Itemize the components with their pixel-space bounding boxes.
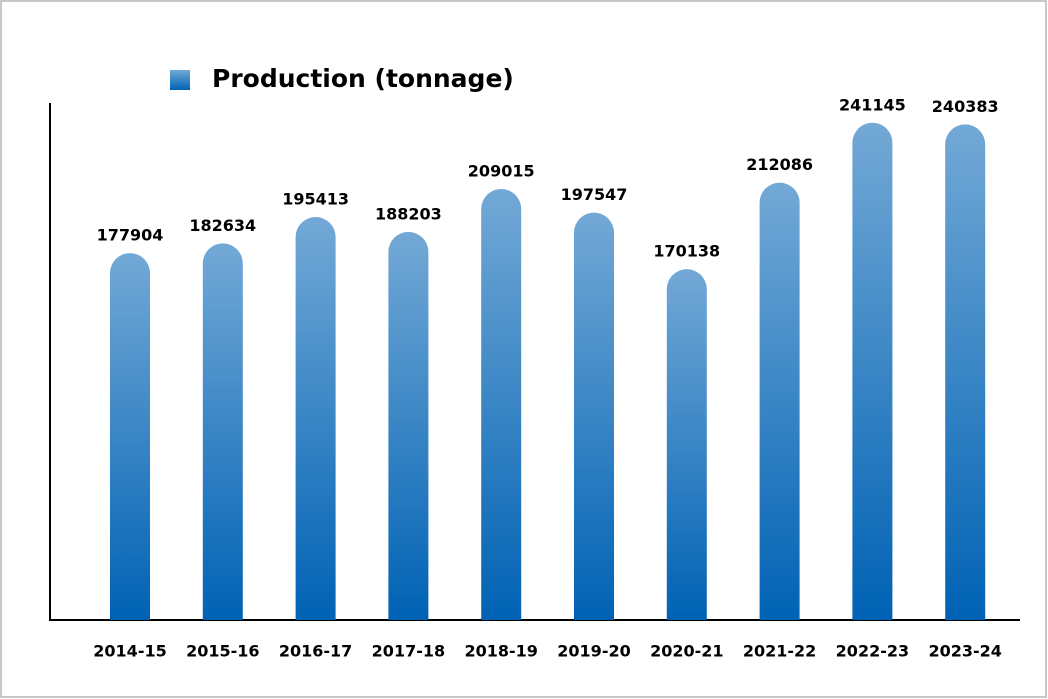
value-label: 241145 bbox=[839, 95, 906, 114]
bar bbox=[574, 212, 614, 620]
x-tick-label: 2022-23 bbox=[836, 642, 909, 661]
value-label: 182634 bbox=[189, 216, 256, 235]
x-tick-label: 2021-22 bbox=[743, 642, 816, 661]
x-tick-label: 2023-24 bbox=[928, 642, 1001, 661]
value-label: 177904 bbox=[97, 226, 164, 245]
x-tick-label: 2015-16 bbox=[186, 642, 259, 661]
value-label: 212086 bbox=[746, 155, 813, 174]
bar bbox=[481, 189, 522, 621]
value-label: 197547 bbox=[561, 185, 628, 204]
value-label: 195413 bbox=[282, 190, 349, 209]
bar bbox=[110, 253, 150, 620]
bar bbox=[666, 269, 707, 620]
legend-label: Production (tonnage) bbox=[212, 64, 514, 93]
x-tick-label: 2018-19 bbox=[464, 642, 537, 661]
bar bbox=[202, 243, 243, 620]
value-label: 240383 bbox=[932, 97, 999, 116]
bar bbox=[945, 124, 986, 620]
value-label: 209015 bbox=[468, 162, 535, 181]
bar bbox=[852, 122, 893, 621]
x-tick-label: 2020-21 bbox=[650, 642, 723, 661]
bar bbox=[388, 231, 429, 620]
legend-swatch bbox=[170, 70, 190, 90]
value-label: 170138 bbox=[653, 242, 720, 261]
x-tick-label: 2014-15 bbox=[93, 642, 166, 661]
value-label: 188203 bbox=[375, 204, 442, 223]
x-tick-label: 2019-20 bbox=[557, 642, 630, 661]
bar bbox=[295, 217, 336, 620]
x-tick-label: 2016-17 bbox=[279, 642, 352, 661]
x-tick-label: 2017-18 bbox=[372, 642, 445, 661]
bar bbox=[759, 182, 800, 621]
